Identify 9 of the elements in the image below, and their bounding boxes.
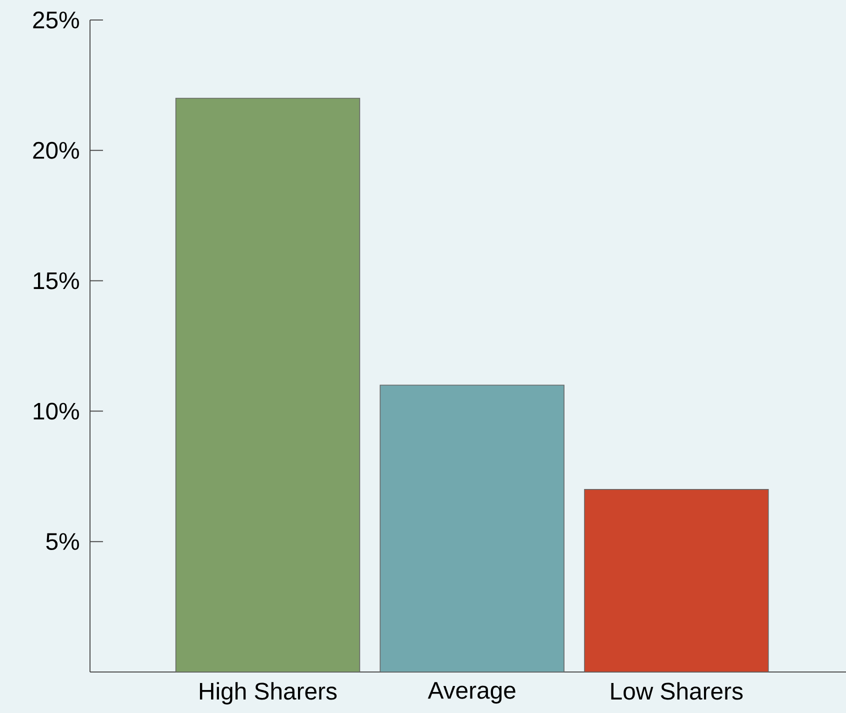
x-tick-label: Low Sharers [611,682,743,700]
x-tick-label: High Sharers [200,682,337,704]
y-tick-label: 15% [34,272,79,290]
y-tick-label: 20% [33,142,79,159]
y-tick-label: 10% [34,402,79,420]
y-tick-label: 25% [33,12,79,28]
x-tick-label: Average [428,682,516,704]
bar [584,489,769,672]
y-tick-label: 5% [46,533,79,550]
